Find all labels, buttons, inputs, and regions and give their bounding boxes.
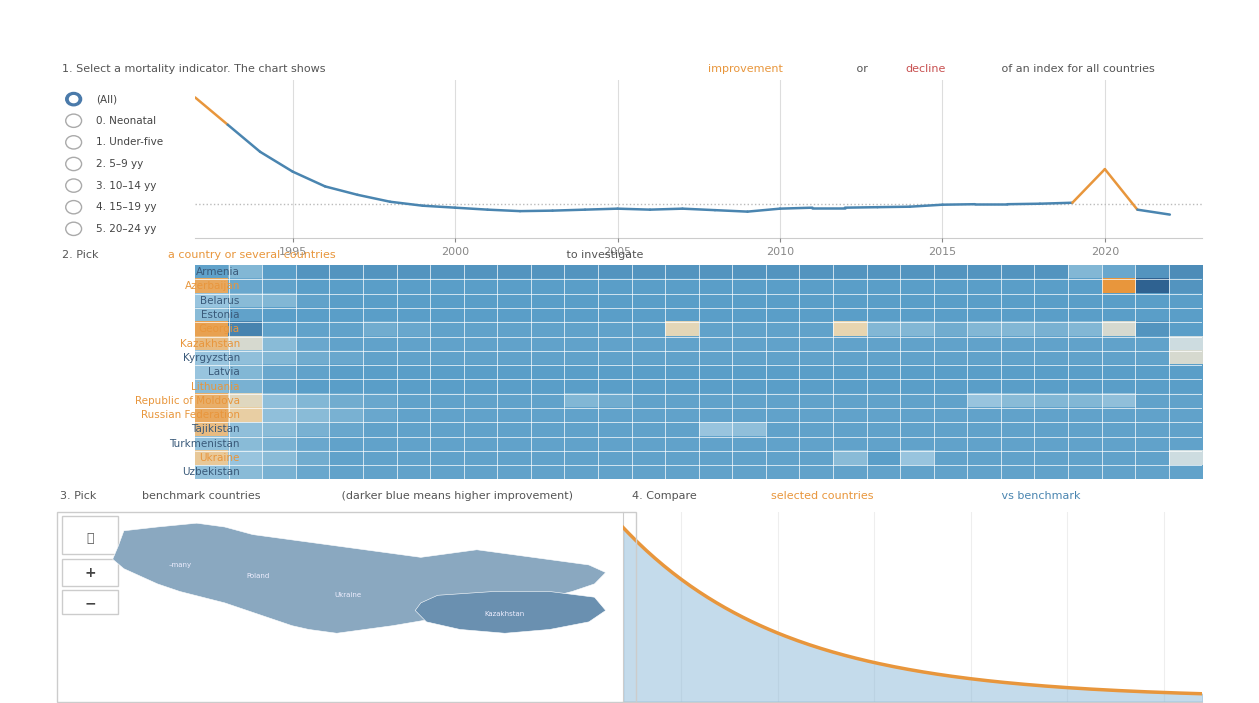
Text: 1. Under-five: 1. Under-five	[96, 137, 164, 148]
Text: +: +	[84, 565, 96, 579]
Bar	[62, 590, 118, 614]
Text: Which former-USSR countries better dealt with child mortality after the Union’s : Which former-USSR countries better dealt…	[240, 16, 1019, 34]
Text: 0. Neonatal: 0. Neonatal	[96, 116, 156, 126]
Text: benchmark countries: benchmark countries	[142, 491, 261, 501]
Text: Georgia: Georgia	[199, 324, 239, 335]
Text: 3. Pick: 3. Pick	[59, 491, 99, 501]
Text: 1. Select a mortality indicator. The chart shows: 1. Select a mortality indicator. The cha…	[63, 64, 330, 74]
Text: Kazakhstan: Kazakhstan	[485, 612, 525, 617]
Text: Armenia: Armenia	[196, 267, 239, 277]
Text: 3. 10–14 yy: 3. 10–14 yy	[96, 181, 156, 191]
Text: vs benchmark: vs benchmark	[998, 491, 1080, 501]
Circle shape	[65, 93, 82, 105]
Text: Estonia: Estonia	[201, 310, 239, 320]
Polygon shape	[415, 591, 606, 633]
Text: Ukraine: Ukraine	[335, 593, 361, 598]
Text: Belarus: Belarus	[200, 296, 239, 306]
Text: 2. 5–9 yy: 2. 5–9 yy	[96, 159, 144, 169]
Text: to investigate: to investigate	[563, 250, 643, 260]
Polygon shape	[113, 523, 606, 633]
Text: 2. Pick: 2. Pick	[63, 250, 102, 260]
Text: 4. Compare: 4. Compare	[632, 491, 700, 501]
Bar	[62, 560, 118, 586]
Text: Russian Federation: Russian Federation	[141, 410, 239, 420]
Text: decline: decline	[905, 64, 946, 74]
Text: 4. 15–19 yy: 4. 15–19 yy	[96, 202, 157, 212]
Text: 5. 20–24 yy: 5. 20–24 yy	[96, 224, 156, 234]
Text: Latvia: Latvia	[208, 367, 239, 378]
Text: of an index for all countries: of an index for all countries	[998, 64, 1155, 74]
Bar	[62, 515, 118, 553]
Text: Lithuania: Lithuania	[191, 382, 239, 392]
Text: ⌕: ⌕	[87, 532, 94, 545]
Circle shape	[69, 96, 78, 103]
Text: Uzbekistan: Uzbekistan	[183, 467, 239, 477]
Text: a country or several countries: a country or several countries	[167, 250, 335, 260]
Text: −: −	[84, 596, 96, 610]
Text: Ukraine: Ukraine	[199, 453, 239, 463]
Text: Azerbaijan: Azerbaijan	[185, 281, 239, 292]
Text: (darker blue means higher improvement): (darker blue means higher improvement)	[337, 491, 573, 501]
Text: Tajikistan: Tajikistan	[191, 425, 239, 434]
Text: selected countries: selected countries	[771, 491, 874, 501]
Text: –many: –many	[169, 562, 191, 568]
Text: or: or	[852, 64, 871, 74]
Text: (All): (All)	[96, 94, 117, 104]
Text: Poland: Poland	[247, 574, 269, 579]
Text: Republic of Moldova: Republic of Moldova	[135, 396, 239, 406]
Text: Kazakhstan: Kazakhstan	[180, 339, 239, 349]
Text: improvement: improvement	[708, 64, 783, 74]
Text: Kyrgyzstan: Kyrgyzstan	[183, 353, 239, 363]
Text: Turkmenistan: Turkmenistan	[170, 439, 239, 449]
